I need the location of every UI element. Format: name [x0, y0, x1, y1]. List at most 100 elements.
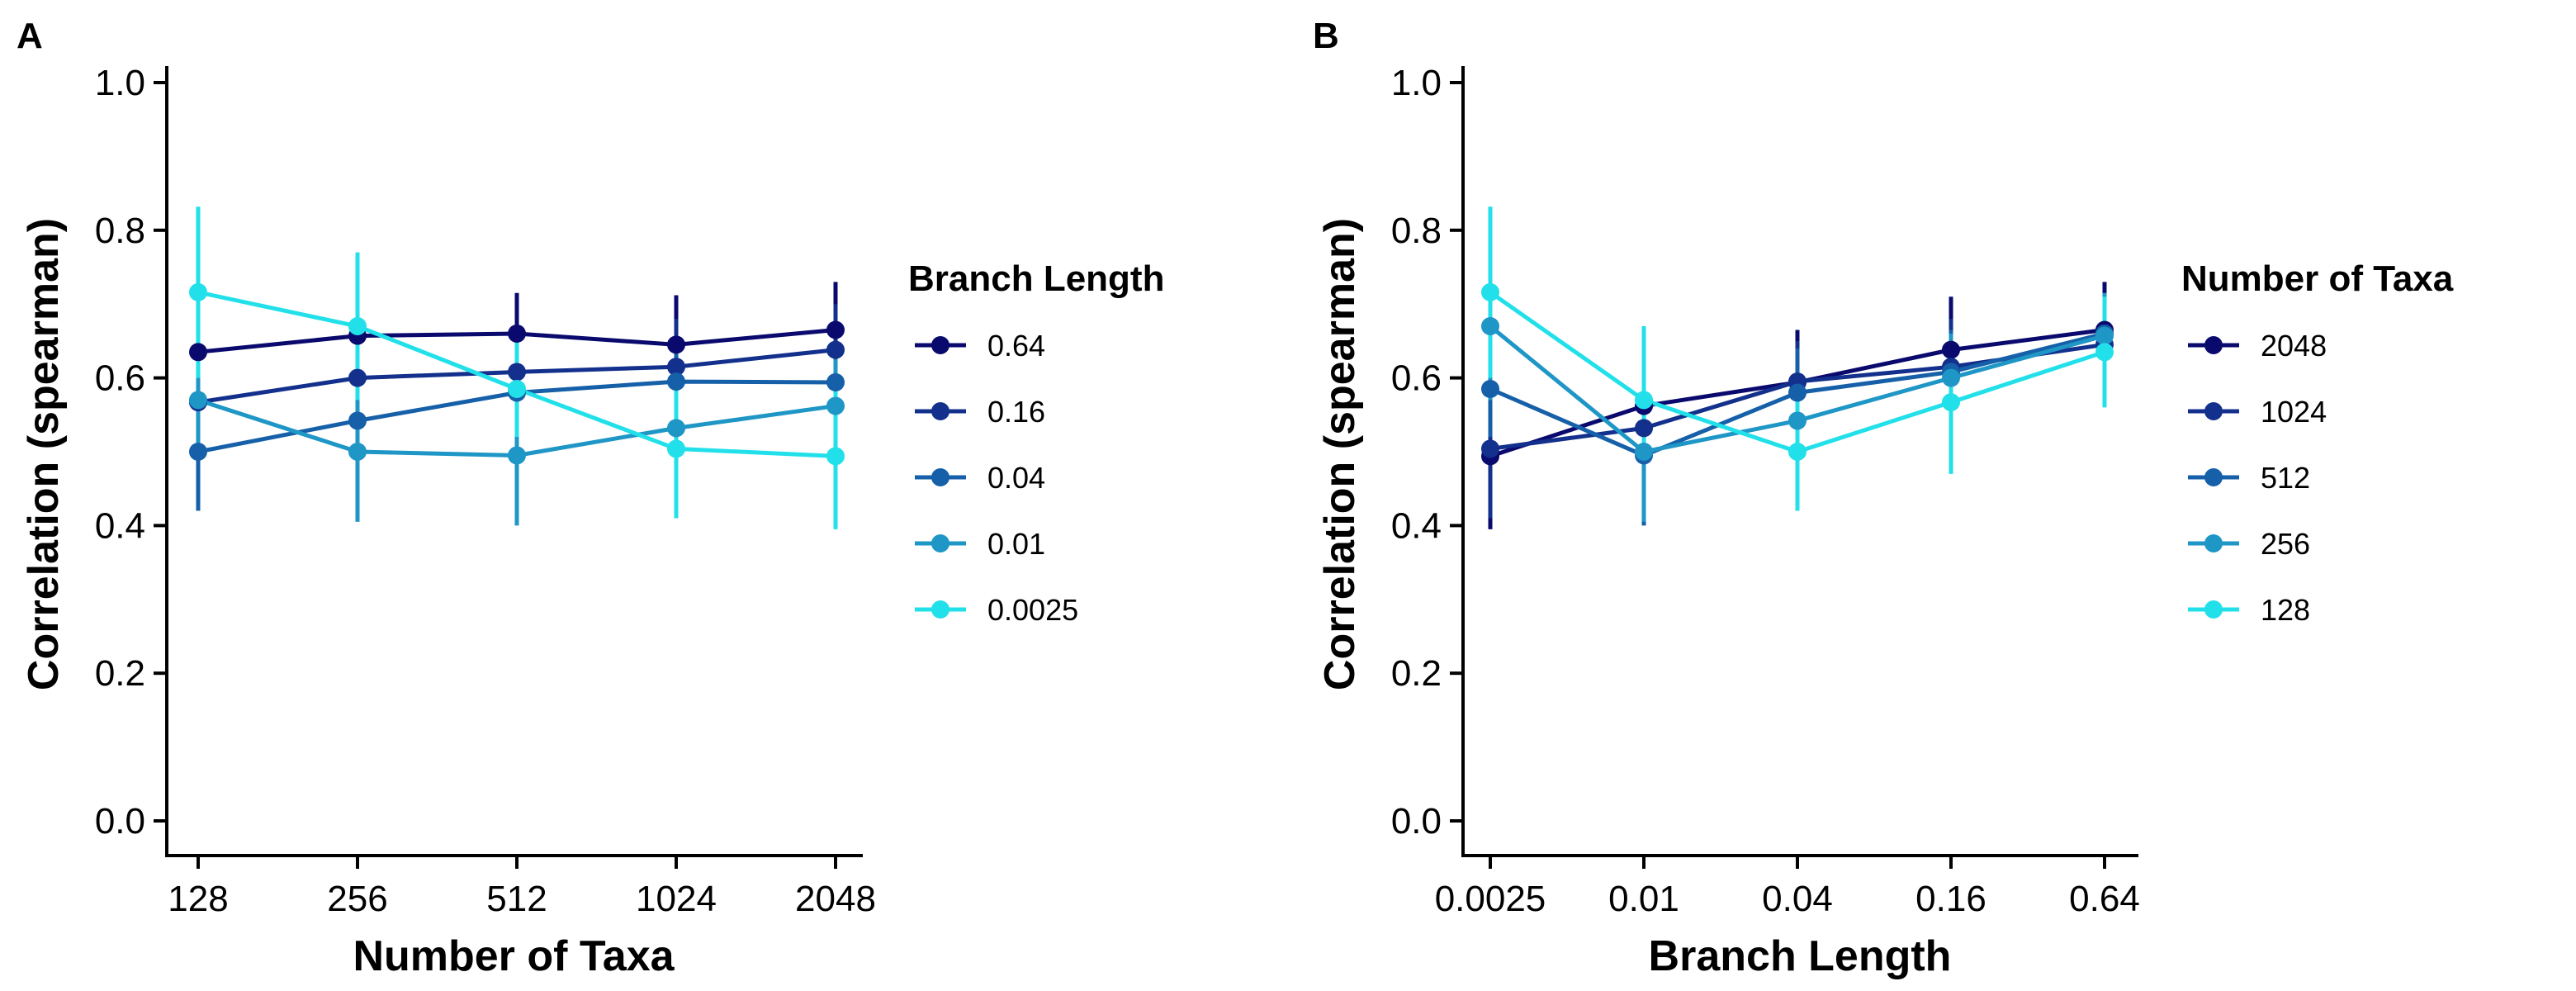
- panel-a-legend-label: 0.04: [987, 461, 1045, 495]
- panel-a-legend-label: 0.01: [987, 527, 1045, 561]
- panel-a-legend-item: 0.16: [915, 395, 1045, 429]
- panel-a-series-0_04-point: [667, 372, 685, 391]
- panel-b-series-1024-point: [1635, 419, 1653, 438]
- panel-b-series-128-point: [1635, 391, 1653, 410]
- panel-a-letter: A: [17, 16, 43, 56]
- panel-b-error-bars: [1488, 206, 2107, 529]
- panel-b-legend-swatch-point: [2204, 468, 2223, 486]
- panel-b-legend-label: 512: [2261, 461, 2310, 495]
- panel-a-x-tick-label-1: 256: [327, 879, 387, 919]
- panel-a-x-axis-title: Number of Taxa: [353, 932, 675, 980]
- panel-b-y-tick-label-1: 0.2: [1391, 653, 1442, 694]
- panel-b-series-256-point: [1481, 317, 1499, 336]
- panel-a-series-0_0025-point: [348, 317, 367, 336]
- panel-a-legend-swatch-point: [931, 402, 949, 420]
- panel-a-series-0_01-point: [189, 391, 207, 410]
- panel-b-series-128-point: [1481, 282, 1499, 301]
- panel-b-legend-item: 1024: [2188, 395, 2327, 429]
- panel-a-series-0_64-point: [189, 343, 207, 362]
- panel-a-legend-label: 0.16: [987, 395, 1045, 429]
- panel-a-y-tick-label-4: 0.8: [95, 211, 145, 251]
- panel-a-series-0_64-point: [826, 320, 845, 339]
- panel-a-x-ticks: 128 256 512 1024 2048: [168, 856, 876, 919]
- panel-b-plot-area: [1481, 206, 2114, 529]
- panel-b-y-tick-label-3: 0.6: [1391, 358, 1442, 399]
- panel-b-legend-label: 128: [2261, 593, 2310, 627]
- panel-b-series-2048-point: [1942, 340, 1960, 359]
- panel-b-points: [1481, 282, 2114, 466]
- panel-b-series-1024-point: [1481, 439, 1499, 458]
- panel-a-series-0_04-point: [826, 372, 845, 391]
- panel-b-series-512-point: [1788, 383, 1807, 402]
- panel-b-series-256-point: [1635, 443, 1653, 461]
- panel-a-series-0_01-point: [348, 443, 367, 461]
- panel-b-legend-swatch-point: [2204, 402, 2223, 420]
- panel-a-y-ticks: 0.0 0.2 0.4 0.6 0.8 1.0: [95, 63, 167, 842]
- panel-b-series-256-point: [1942, 368, 1960, 387]
- panel-a: A 0.0 0.2 0.4 0.6 0.8 1.0 128 256 512 1024 2048 N…: [17, 16, 1164, 980]
- panel-a-series-0_01-point: [826, 396, 845, 415]
- panel-b-legend-item: 512: [2188, 461, 2310, 495]
- panel-a-legend: Branch Length 0.64 0.16 0.04 0.01 0.0025: [908, 258, 1164, 627]
- panel-a-series-0_0025-point: [189, 282, 207, 301]
- panel-a-x-tick-label-0: 128: [168, 879, 228, 919]
- panel-b-series-256-point: [2095, 326, 2114, 345]
- panel-b-series-128-point: [1942, 393, 1960, 412]
- panel-a-points: [189, 282, 845, 466]
- panel-b-legend-swatch-point: [2204, 600, 2223, 619]
- panel-b-x-axis-title: Branch Length: [1649, 932, 1952, 980]
- panel-b-legend-label: 1024: [2261, 395, 2327, 429]
- panel-a-y-tick-label-5: 1.0: [95, 63, 145, 103]
- panel-a-x-tick-label-3: 1024: [636, 879, 717, 919]
- panel-b-legend-item: 256: [2188, 527, 2310, 561]
- panel-a-series-0_16-point: [826, 340, 845, 359]
- panel-a-x-tick-label-2: 512: [486, 879, 547, 919]
- panel-b-legend-label: 256: [2261, 527, 2310, 561]
- panel-a-legend-label: 0.64: [987, 329, 1045, 363]
- panel-b-x-tick-label-4: 0.64: [2069, 879, 2140, 919]
- panel-b-legend-title: Number of Taxa: [2181, 258, 2454, 299]
- panel-a-series-0_16-point: [667, 358, 685, 377]
- panel-b-legend-items: 2048 1024 512 256 128: [2188, 329, 2327, 627]
- panel-b-y-tick-label-4: 0.8: [1391, 211, 1442, 251]
- panel-a-legend-swatch-point: [931, 534, 949, 552]
- panel-b-legend-swatch-point: [2204, 336, 2223, 354]
- panel-a-y-tick-label-2: 0.4: [95, 505, 145, 546]
- panel-a-series-0_01-point: [508, 446, 526, 465]
- panel-b-series-128-point: [1788, 443, 1807, 461]
- panel-a-legend-items: 0.64 0.16 0.04 0.01 0.0025: [915, 329, 1078, 627]
- panel-b-legend-label: 2048: [2261, 329, 2327, 363]
- panel-a-legend-swatch-point: [931, 468, 949, 486]
- panel-a-series-0_64-point: [667, 335, 685, 354]
- panel-b-legend-item: 2048: [2188, 329, 2327, 363]
- panel-a-series-0_64-point: [508, 324, 526, 343]
- panel-a-y-tick-label-1: 0.2: [95, 653, 145, 694]
- panel-b-y-tick-label-5: 1.0: [1391, 63, 1442, 103]
- panel-b-x-tick-label-1: 0.01: [1608, 879, 1679, 919]
- panel-b-series-512-point: [1481, 380, 1499, 399]
- panel-b-series-128-point: [2095, 343, 2114, 362]
- panel-a-legend-item: 0.01: [915, 527, 1045, 561]
- panel-a-series-0_0025-point: [826, 447, 845, 466]
- panel-a-plot-area: [189, 206, 845, 529]
- panel-a-series-0_04-point: [189, 443, 207, 461]
- panel-b-series-256-point: [1788, 411, 1807, 430]
- panel-b-y-ticks: 0.0 0.2 0.4 0.6 0.8 1.0: [1391, 63, 1463, 842]
- panel-b-y-axis-title: Correlation (spearman): [1316, 218, 1364, 690]
- panel-a-legend-item: 0.64: [915, 329, 1045, 363]
- panel-a-x-tick-label-4: 2048: [795, 879, 876, 919]
- panel-b-legend-item: 128: [2188, 593, 2310, 627]
- panel-b: B 0.00.20.40.60.81.0 0.0025 0.01 0.04 0.16 0…: [1313, 16, 2454, 980]
- panel-b-x-tick-label-0: 0.0025: [1435, 879, 1546, 919]
- panel-a-y-tick-label-3: 0.6: [95, 358, 145, 399]
- panel-b-legend: Number of Taxa 2048 1024 512 256 128: [2181, 258, 2454, 627]
- panel-a-legend-swatch-point: [931, 600, 949, 619]
- panel-b-x-ticks: 0.0025 0.01 0.04 0.16 0.64: [1435, 856, 2140, 919]
- panel-a-series-0_16-point: [508, 363, 526, 382]
- panel-a-y-tick-label-0: 0.0: [95, 801, 145, 842]
- panel-b-x-tick-label-2: 0.04: [1762, 879, 1833, 919]
- panel-a-series-0_04-point: [348, 411, 367, 430]
- panel-a-legend-swatch-point: [931, 336, 949, 354]
- panel-a-series-0_0025-point: [667, 439, 685, 458]
